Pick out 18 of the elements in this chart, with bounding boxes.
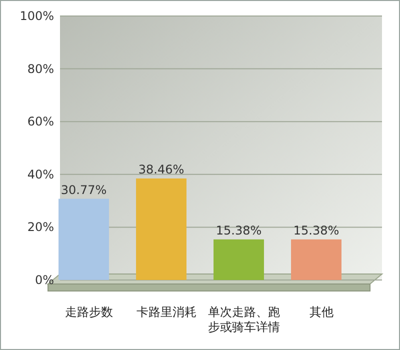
x-tick-label: 走路步数 (64, 305, 113, 319)
y-tick-label: 0% (34, 273, 54, 287)
x-tick-label: 卡路里消耗 (136, 305, 196, 319)
y-tick-label: 40% (27, 167, 54, 182)
data-label: 30.77% (60, 182, 107, 197)
y-tick-label: 60% (27, 114, 54, 129)
bar (136, 178, 186, 280)
x-tick-label: 其他 (309, 305, 334, 319)
x-tick-label: 单次走路、跑步或骑车详情 (208, 305, 280, 334)
y-tick-label: 80% (27, 62, 54, 76)
y-tick-label: 100% (20, 9, 54, 23)
y-tick-label: 20% (27, 220, 54, 234)
bar (58, 198, 109, 280)
bar (214, 239, 264, 280)
data-label: 15.38% (293, 223, 340, 238)
data-label: 15.38% (216, 223, 262, 238)
bar (291, 239, 342, 280)
data-label: 38.46% (138, 162, 184, 176)
